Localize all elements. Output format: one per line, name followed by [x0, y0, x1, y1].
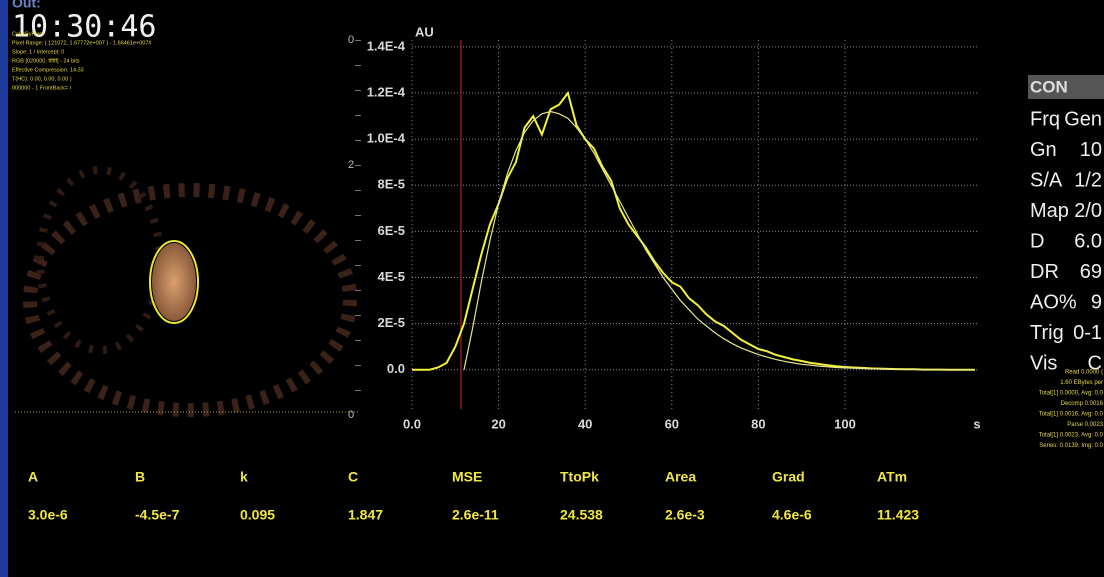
x-tick-label: 80: [751, 416, 765, 431]
result-value: 2.6e-11: [452, 507, 499, 523]
setting-label: D: [1030, 230, 1044, 252]
setting-label: Map: [1030, 200, 1069, 222]
side-bar: [0, 0, 8, 577]
y-tick-label: 0.0: [387, 361, 405, 376]
stat-line: 1.60 EBytes per: [1060, 380, 1103, 386]
result-header: MSE: [452, 469, 482, 485]
stat-line: Decomp 0.0016: [1061, 401, 1104, 407]
setting-value: C: [1088, 352, 1102, 374]
ruler-label: 2: [348, 159, 354, 171]
roi-region: [152, 243, 196, 321]
info-line: T(HC): 0.00, 0.00, 0.00 ): [12, 76, 72, 82]
stat-line: Total[1] 0.0023, Avg: 0.0: [1039, 433, 1104, 439]
x-tick-label: 60: [665, 416, 679, 431]
result-value: 0.095: [240, 507, 275, 523]
setting-label: Frq: [1030, 108, 1060, 130]
setting-label: AO%: [1030, 291, 1077, 313]
y-tick-label: 4E-5: [378, 269, 405, 284]
setting-value: Gen: [1064, 108, 1102, 130]
stat-line: Total[1] 0.0016, Avg: 0.0: [1039, 412, 1104, 418]
result-header: k: [240, 469, 248, 485]
result-value: 1.847: [348, 507, 383, 523]
result-header: B: [135, 469, 145, 485]
setting-label: Trig: [1030, 322, 1064, 344]
x-tick-label: 20: [491, 416, 505, 431]
result-header: ATm: [877, 469, 907, 485]
y-tick-label: 1.0E-4: [367, 131, 406, 146]
clock: 10:30:46: [12, 10, 157, 45]
result-value: 2.6e-3: [665, 507, 705, 523]
setting-value: 69: [1080, 261, 1102, 283]
con-title: CON: [1030, 77, 1068, 96]
image-panel: [15, 40, 361, 417]
result-header: A: [28, 469, 38, 485]
result-header: Grad: [772, 469, 805, 485]
setting-value: 1/2: [1074, 169, 1102, 191]
setting-label: Vis: [1030, 352, 1057, 374]
y-tick-label: 2E-5: [378, 315, 405, 330]
stat-line: Read 0.0000 (: [1065, 370, 1103, 376]
info-line: RGB [020000, ffffff] - 24 bits: [12, 58, 80, 64]
y-tick-label: 1.2E-4: [367, 84, 406, 99]
stat-line: Series: 0.0139, Img: 0.0: [1039, 443, 1103, 449]
result-value: 24.538: [560, 507, 603, 523]
result-header: C: [348, 469, 358, 485]
info-line: Pixel Range: ( 121072, 1.67772e+007 ) - …: [12, 40, 152, 46]
x-axis-label: s: [973, 416, 980, 431]
result-value: -4.5e-7: [135, 507, 180, 523]
info-line: 000000 - 1 FrontBack= /: [12, 85, 72, 91]
x-tick-label: 100: [834, 416, 856, 431]
x-tick-label: 40: [578, 416, 592, 431]
data-line: [463, 110, 975, 371]
stat-line: Parse 0.0023: [1067, 422, 1103, 428]
setting-value: 6.0: [1074, 230, 1102, 252]
y-tick-label: 8E-5: [378, 177, 405, 192]
result-value: 4.6e-6: [772, 507, 812, 523]
y-tick-label: 1.4E-4: [367, 38, 406, 53]
info-line: Slope: 1 / Intercept: 0: [12, 49, 64, 55]
result-value: 11.423: [877, 507, 919, 523]
setting-label: Gn: [1030, 139, 1057, 161]
result-header: Area: [665, 469, 696, 485]
tissue: [23, 183, 357, 417]
x-tick-label: 0.0: [403, 416, 421, 431]
info-line: ColorByPixel: [12, 31, 43, 37]
ruler-label: 0: [348, 34, 354, 46]
setting-value: 2/0: [1074, 200, 1102, 222]
con-header: [1028, 75, 1104, 99]
corner-label: Out:: [12, 0, 41, 11]
result-value: 3.0e-6: [28, 507, 68, 523]
y-tick-label: 6E-5: [378, 223, 405, 238]
y-axis-label: AU: [415, 24, 434, 39]
setting-value: 0-1: [1073, 322, 1102, 344]
stat-line: Total[1] 0.0000, Avg: 0.0: [1039, 391, 1104, 397]
setting-value: 9: [1091, 291, 1102, 313]
roi-outline: [149, 240, 199, 324]
result-header: TtoPk: [560, 469, 599, 485]
ruler-label: 0: [348, 409, 354, 421]
setting-value: 10: [1080, 139, 1102, 161]
setting-label: S/A: [1030, 169, 1063, 191]
setting-label: DR: [1030, 261, 1059, 283]
info-line: Effective Compression: 14.33: [12, 67, 84, 73]
